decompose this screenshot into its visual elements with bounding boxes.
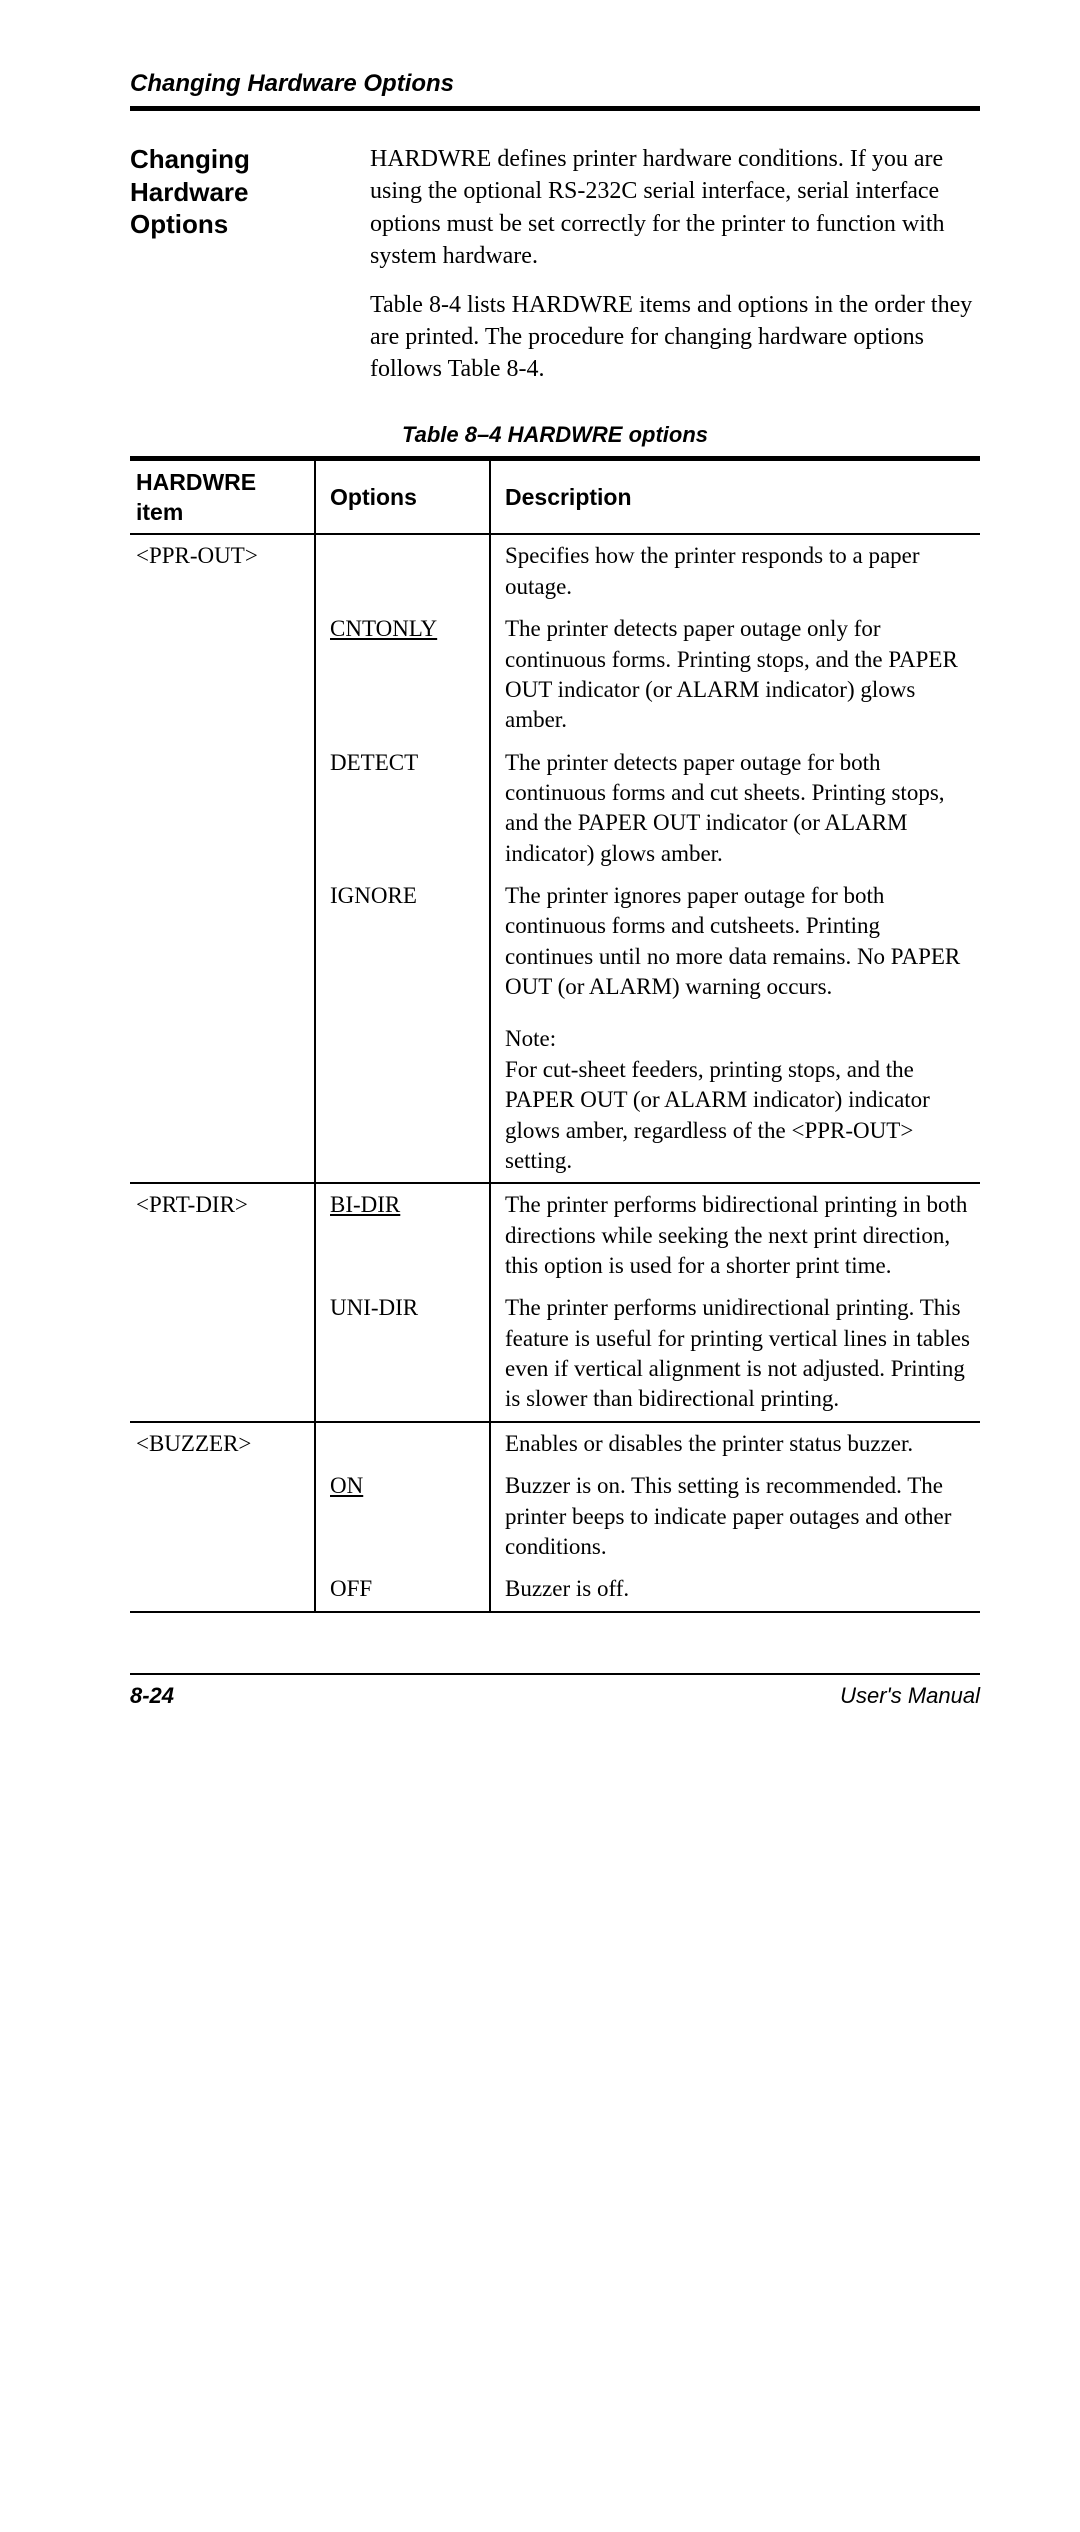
option-label: BI-DIR — [330, 1192, 400, 1217]
page-number: 8-24 — [130, 1683, 174, 1709]
option-label: UNI-DIR — [330, 1293, 479, 1323]
table-header-options: Options — [315, 458, 490, 534]
option-description: The printer detects paper outage only fo… — [490, 608, 980, 741]
option-description: The printer performs unidirectional prin… — [490, 1287, 980, 1421]
header-rule — [130, 106, 980, 111]
table-row: UNI-DIR The printer performs unidirectio… — [130, 1287, 980, 1421]
section-intro: HARDWRE defines printer hardware conditi… — [370, 143, 980, 402]
table-row: CNTONLY The printer detects paper outage… — [130, 608, 980, 741]
hardwre-item: <BUZZER> — [130, 1422, 315, 1465]
footer-rule — [130, 1673, 980, 1675]
table-row: <PPR-OUT> Specifies how the printer resp… — [130, 534, 980, 608]
option-description: The printer ignores paper outage for bot… — [490, 875, 980, 1008]
hardwre-item: <PRT-DIR> — [130, 1183, 315, 1287]
option-label: IGNORE — [330, 881, 479, 911]
running-header: Changing Hardware Options — [130, 70, 980, 106]
page-footer: 8-24 User's Manual — [130, 1677, 980, 1709]
option-description: Buzzer is on. This setting is recommende… — [490, 1465, 980, 1568]
table-row: DETECT The printer detects paper outage … — [130, 742, 980, 875]
option-label: ON — [330, 1473, 363, 1498]
option-label: DETECT — [330, 748, 479, 778]
item-summary: Enables or disables the printer status b… — [490, 1422, 980, 1465]
table-row: Note: For cut-sheet feeders, printing st… — [130, 1008, 980, 1183]
option-description: The printer performs bidirectional print… — [490, 1183, 980, 1287]
intro-paragraph: HARDWRE defines printer hardware conditi… — [370, 143, 980, 273]
table-row: ON Buzzer is on. This setting is recomme… — [130, 1465, 980, 1568]
section-title: Changing Hardware Options — [130, 143, 330, 402]
option-description: Buzzer is off. — [490, 1568, 980, 1611]
table-row: IGNORE The printer ignores paper outage … — [130, 875, 980, 1008]
table-row: <BUZZER> Enables or disables the printer… — [130, 1422, 980, 1465]
item-summary: Specifies how the printer responds to a … — [490, 534, 980, 608]
note-body: For cut-sheet feeders, printing stops, a… — [505, 1055, 970, 1176]
option-description: The printer detects paper outage for bot… — [490, 742, 980, 875]
option-label: CNTONLY — [330, 614, 479, 644]
hardwre-item: <PPR-OUT> — [130, 534, 315, 608]
manual-title: User's Manual — [840, 1683, 980, 1709]
note-label: Note: — [505, 1024, 970, 1054]
option-label: OFF — [330, 1574, 479, 1604]
table-header-description: Description — [490, 458, 980, 534]
intro-paragraph: Table 8-4 lists HARDWRE items and option… — [370, 289, 980, 386]
table-header-item: HARDWRE item — [130, 458, 315, 534]
table-caption: Table 8–4 HARDWRE options — [130, 422, 980, 448]
hardwre-options-table: HARDWRE item Options Description <PPR-OU… — [130, 456, 980, 1613]
table-row: <PRT-DIR> BI-DIR The printer performs bi… — [130, 1183, 980, 1287]
table-row: OFF Buzzer is off. — [130, 1568, 980, 1611]
